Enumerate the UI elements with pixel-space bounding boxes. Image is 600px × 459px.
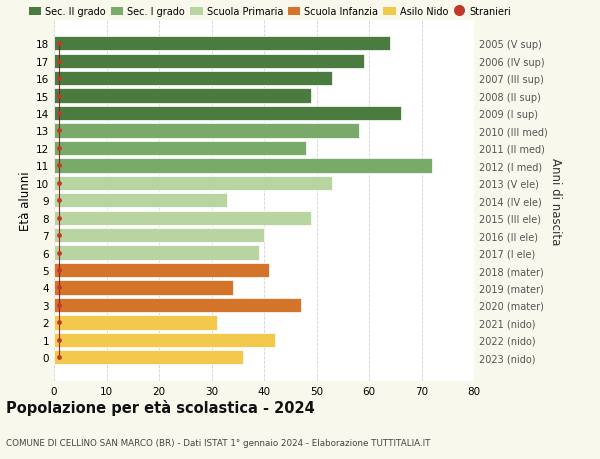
Point — [55, 197, 64, 204]
Point — [55, 336, 64, 344]
Bar — [54, 141, 306, 156]
Bar — [54, 89, 311, 104]
Point — [55, 214, 64, 222]
Bar — [54, 211, 311, 225]
Bar — [54, 315, 217, 330]
Y-axis label: Anni di nascita: Anni di nascita — [548, 157, 562, 244]
Bar — [54, 229, 264, 243]
Point — [55, 75, 64, 83]
Point — [55, 128, 64, 135]
Bar — [54, 37, 390, 51]
Bar — [54, 124, 359, 138]
Bar — [54, 263, 269, 278]
Point — [55, 145, 64, 152]
Point — [55, 354, 64, 361]
Point — [55, 249, 64, 257]
Legend: Sec. II grado, Sec. I grado, Scuola Primaria, Scuola Infanzia, Asilo Nido, Stran: Sec. II grado, Sec. I grado, Scuola Prim… — [29, 7, 511, 17]
Point — [55, 180, 64, 187]
Point — [55, 319, 64, 326]
Bar — [54, 176, 332, 190]
Bar — [54, 194, 227, 208]
Point — [55, 162, 64, 170]
Point — [55, 302, 64, 309]
Point — [55, 284, 64, 291]
Bar — [54, 72, 332, 86]
Bar — [54, 281, 233, 295]
Point — [55, 58, 64, 65]
Point — [55, 267, 64, 274]
Bar — [54, 159, 432, 173]
Bar — [54, 246, 259, 260]
Point — [55, 40, 64, 48]
Y-axis label: Età alunni: Età alunni — [19, 171, 32, 230]
Point — [55, 93, 64, 100]
Point — [55, 110, 64, 118]
Bar — [54, 350, 243, 364]
Point — [55, 232, 64, 239]
Bar — [54, 333, 275, 347]
Text: COMUNE DI CELLINO SAN MARCO (BR) - Dati ISTAT 1° gennaio 2024 - Elaborazione TUT: COMUNE DI CELLINO SAN MARCO (BR) - Dati … — [6, 438, 431, 448]
Text: Popolazione per età scolastica - 2024: Popolazione per età scolastica - 2024 — [6, 399, 315, 415]
Bar — [54, 298, 301, 313]
Bar — [54, 106, 401, 121]
Bar — [54, 55, 364, 69]
